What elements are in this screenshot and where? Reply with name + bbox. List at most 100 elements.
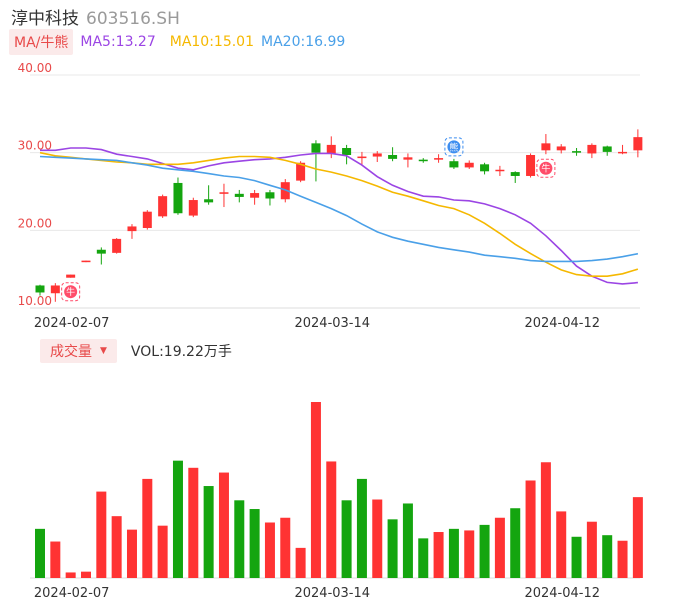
volume-legend: 成交量 ▼ VOL:19.22万手 [40, 339, 232, 363]
candle-body [265, 192, 275, 199]
ma10-legend: MA10:15.01 [169, 34, 255, 50]
price-tick-label: 30.00 [18, 139, 52, 153]
candle-body [219, 192, 229, 194]
bull-icon [539, 161, 553, 175]
volume-bar [556, 511, 567, 578]
volume-bars [35, 402, 643, 578]
candle-body [464, 162, 474, 168]
price-tick-label: 10.00 [18, 294, 52, 308]
volume-bar [586, 521, 597, 578]
volume-bar [387, 519, 398, 578]
candle-body [173, 182, 183, 214]
candle-body [510, 172, 520, 176]
volume-bar [126, 529, 137, 578]
volume-bar [80, 571, 91, 578]
ma5-legend: MA5:13.27 [80, 34, 156, 50]
volume-bar [96, 491, 107, 578]
bear-marker-frame [444, 137, 464, 157]
volume-bar [372, 499, 383, 578]
volume-bar [510, 508, 521, 578]
candle-body [342, 148, 352, 155]
candlestick-series [35, 129, 643, 302]
candle-body [142, 211, 152, 229]
volume-bar [402, 503, 413, 578]
stock-header: 淳中科技 603516.SH [11, 4, 180, 29]
candle-body [541, 143, 551, 151]
date-label: 2024-03-14 [294, 316, 370, 331]
candle-body [618, 151, 628, 154]
date-label: 2024-02-07 [34, 316, 110, 331]
volume-bar [142, 478, 153, 578]
bull-glyph: 牛 [66, 286, 75, 298]
candle-body [50, 285, 60, 294]
candle-body [480, 164, 490, 172]
candle-body [372, 153, 382, 157]
candle-body [403, 157, 413, 160]
volume-bar [326, 461, 337, 578]
volume-bar [65, 572, 76, 578]
date-label: 2024-04-12 [524, 316, 600, 331]
date-label: 2024-04-12 [524, 586, 600, 601]
candle-body [66, 274, 76, 278]
ma-indicator-tag[interactable]: MA/牛熊 [9, 29, 74, 55]
candle-body [633, 137, 643, 151]
volume-bar [479, 524, 490, 578]
stock-code: 603516.SH [86, 9, 180, 29]
volume-bar [234, 500, 245, 578]
volume-bar [571, 536, 582, 578]
volume-bar [50, 541, 61, 578]
volume-bar [172, 460, 183, 578]
bull-marker-frame [536, 158, 556, 178]
candle-body [250, 193, 260, 198]
volume-bar [464, 530, 475, 578]
candle-body [112, 238, 122, 253]
candle-body [204, 199, 214, 203]
candle-body [158, 196, 168, 217]
volume-bar [218, 472, 229, 578]
candle-body [602, 146, 612, 152]
volume-date-axis: 2024-02-07 2024-03-14 2024-04-12 [34, 586, 600, 601]
candle-body [81, 260, 91, 263]
volume-bar [264, 522, 275, 578]
caret-down-icon: ▼ [100, 346, 107, 356]
candle-body [449, 161, 459, 168]
volume-tag-label: 成交量 [50, 344, 92, 360]
candle-body [434, 158, 444, 160]
candle-body [357, 156, 367, 159]
volume-bar [341, 500, 352, 578]
bull-icon [64, 285, 78, 299]
date-label: 2024-03-14 [294, 586, 370, 601]
volume-bar [280, 517, 291, 578]
volume-value: VOL:19.22万手 [130, 344, 232, 360]
candle-body [127, 226, 137, 232]
volume-bar [203, 486, 214, 578]
candle-body [495, 169, 505, 172]
candle-body [234, 193, 244, 197]
volume-bar [602, 535, 613, 578]
bull-bear-markers: 牛 熊牛 [61, 137, 556, 302]
volume-bar [35, 528, 45, 578]
volume-bar [632, 497, 643, 578]
bear-glyph: 熊 [449, 141, 458, 153]
candle-body [296, 162, 306, 181]
volume-bar [540, 462, 551, 578]
volume-bar [418, 538, 429, 578]
candle-body [311, 143, 321, 153]
candle-body [388, 154, 398, 159]
ma20-legend: MA20:16.99 [261, 34, 346, 50]
volume-bar [249, 509, 260, 578]
ma20-line [39, 155, 639, 263]
volume-bar [188, 467, 199, 578]
date-label: 2024-02-07 [34, 586, 110, 601]
moving-average-lines [39, 147, 639, 285]
volume-bar [617, 540, 628, 578]
volume-indicator-tag[interactable]: 成交量 ▼ [40, 339, 117, 363]
volume-bar [111, 516, 122, 578]
volume-bar [494, 517, 505, 578]
price-date-axis: 2024-02-07 2024-03-14 2024-04-12 [34, 316, 600, 331]
bull-marker-frame [61, 282, 81, 302]
volume-bar [157, 525, 168, 578]
candle-body [587, 144, 597, 154]
volume-bar [433, 532, 444, 578]
